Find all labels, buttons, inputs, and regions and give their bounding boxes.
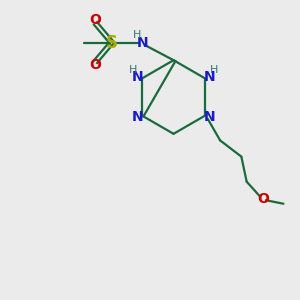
Text: H: H [129, 65, 137, 75]
Text: N: N [132, 70, 144, 84]
Text: O: O [257, 192, 269, 206]
Text: S: S [106, 34, 118, 52]
Text: N: N [132, 110, 144, 124]
Text: O: O [90, 58, 101, 73]
Text: O: O [90, 13, 101, 27]
Text: H: H [210, 65, 218, 75]
Text: N: N [203, 110, 215, 124]
Text: N: N [137, 35, 148, 50]
Text: H: H [133, 30, 142, 40]
Text: N: N [203, 70, 215, 84]
